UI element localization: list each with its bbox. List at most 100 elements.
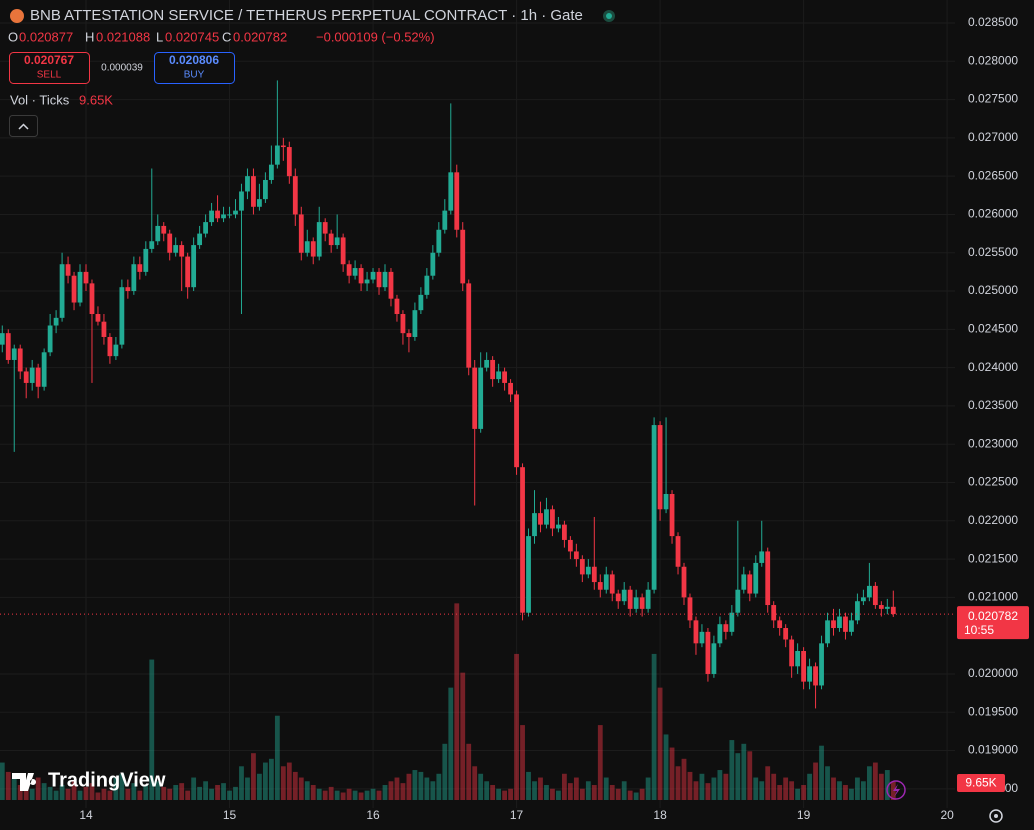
volume-bar [394,777,400,800]
volume-bar [227,790,232,800]
volume-bar [71,781,77,800]
volume-bar [17,785,23,800]
y-tick-label: 0.028500 [968,15,1018,29]
candle-body [95,314,101,322]
volume-bar [107,790,113,800]
candle-body [298,214,304,253]
candle-body [23,371,29,383]
volume-bar [155,781,161,800]
volume-bar [430,781,436,800]
candle-body [550,509,555,529]
candle-body [693,620,699,644]
volume-bar [807,773,812,800]
volume-bar [352,790,358,800]
candle-body [579,559,585,575]
candle-body [274,145,280,165]
candle-body [514,394,519,468]
volume-bar [113,777,119,800]
candle-body [131,264,137,292]
candle-body [627,589,633,609]
candle-body [280,145,286,148]
collapse-button[interactable] [9,115,38,137]
volume-bar [801,785,806,800]
y-tick-label: 0.023000 [968,436,1018,450]
candle-body [125,287,131,292]
candle-body [346,264,352,276]
volume-bar [412,770,418,800]
volume-bar [484,781,490,800]
buy-button[interactable] [154,52,235,84]
volume-legend-value: 9.65K [79,92,113,107]
candle-body [466,283,472,368]
candle-body [286,147,292,177]
volume-bar [753,777,759,800]
candle-body [765,551,771,606]
ohlc-label: C [222,29,231,44]
candle-body [890,606,896,615]
volume-bar [783,777,789,800]
candle-body [191,245,197,288]
volume-bar [585,781,591,800]
settings-icon[interactable] [989,809,1003,823]
volume-bar [573,777,579,800]
candle-body [591,566,597,583]
x-tick-label: 14 [79,808,93,822]
volume-bar [245,777,250,800]
candle-body [735,589,741,613]
volume-bar [562,773,567,800]
price-change: −0.000109 (−0.52%) [316,29,435,44]
candle-body [669,493,675,537]
volume-bar [209,788,214,800]
candle-body [675,536,681,567]
candle-body [167,233,173,253]
candle-body [179,245,185,257]
lightning-icon[interactable] [886,780,906,800]
volume-bar [95,792,101,800]
candle-body [502,371,507,383]
volume-bar [137,790,143,800]
candle-body [562,524,567,540]
candle-body [849,620,854,632]
candle-body [418,294,424,311]
candle-body [801,650,806,682]
candle-body [35,367,41,387]
volume-bar [346,788,352,800]
y-tick-label: 0.022500 [968,475,1018,489]
volume-bar [233,786,238,800]
buy-label: BUY [184,70,205,81]
y-tick-label: 0.022000 [968,513,1018,527]
volume-bar [382,785,388,800]
volume-bar [729,740,735,800]
volume-bar [490,785,496,800]
sell-button[interactable] [9,52,90,84]
candle-body [394,298,400,315]
volume-bar [310,785,316,800]
volume-bar [316,788,322,800]
volume-bar [825,766,830,800]
candle-body [783,628,789,640]
candle-body [292,176,298,215]
volume-bar [268,758,274,800]
volume-bar [681,758,687,800]
buy-price: 0.020806 [169,53,219,67]
volume-bar [831,777,836,800]
volume-bar [496,788,502,800]
candle-body [508,382,513,395]
volume-bar [221,783,226,800]
candle-body [837,616,842,629]
volume-bar [215,785,220,800]
volume-bar [179,783,185,800]
volume-bar [478,773,484,800]
volume-bar [837,781,842,800]
volume-bar [29,788,35,800]
volume-bar [125,788,131,800]
candle-body [215,210,220,219]
candle-body [711,643,717,674]
candle-body [717,624,723,644]
candle-body [532,513,537,537]
candle-body [603,574,609,590]
volume-bar [286,762,292,800]
volume-bar [777,785,783,800]
volume-bar [502,790,507,800]
